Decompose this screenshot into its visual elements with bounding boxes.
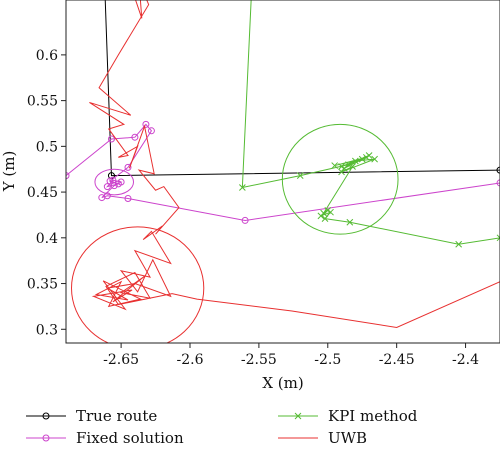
data-point [241, 216, 249, 224]
y-axis-ticks: 0.3 0.35 0.4 0.45 0.5 0.55 0.6 [27, 48, 66, 338]
data-point [103, 192, 111, 200]
x-tick-label: -2.55 [241, 352, 277, 368]
legend-item: UWB [278, 429, 367, 447]
data-point [496, 179, 500, 187]
legend-marker [42, 434, 50, 442]
x-axis-label: X (m) [262, 374, 303, 392]
data-point [239, 184, 246, 191]
data-point [296, 172, 304, 179]
data-point [496, 234, 500, 242]
series-0 [104, 0, 500, 180]
data-point [327, 208, 334, 216]
data-point [124, 194, 132, 202]
data-point [321, 215, 329, 222]
y-tick-label: 0.3 [36, 322, 58, 338]
data-point [117, 178, 125, 186]
data-point [124, 163, 132, 171]
y-tick-label: 0.5 [36, 139, 58, 155]
legend-label: KPI method [328, 407, 418, 425]
x-axis-ticks: -2.65 -2.6 -2.55 -2.5 -2.45 -2.4 [103, 343, 479, 368]
legend: True route Fixed solution KPI method UWB [26, 407, 418, 447]
x-tick-label: -2.65 [103, 352, 139, 368]
y-tick-label: 0.35 [27, 277, 58, 293]
plot-frame [65, 0, 500, 344]
y-tick-label: 0.55 [27, 94, 58, 110]
data-point [358, 155, 366, 163]
series-line [104, 0, 500, 177]
legend-marker [42, 412, 50, 420]
series-line [241, 0, 500, 245]
data-point [349, 163, 356, 170]
series-2 [239, 0, 500, 248]
series-1 [66, 120, 500, 224]
series-3 [89, 0, 500, 328]
data-point [371, 155, 378, 163]
legend-item: Fixed solution [26, 429, 184, 447]
data-point [142, 120, 150, 128]
data-point [103, 183, 111, 191]
legend-label: Fixed solution [76, 429, 184, 447]
data-point [338, 168, 345, 176]
legend-item: True route [26, 407, 157, 425]
data-point [107, 135, 115, 143]
x-tick-label: -2.45 [379, 352, 415, 368]
data-point [147, 127, 155, 135]
data-point [110, 182, 118, 190]
cluster-circle [94, 168, 135, 196]
cluster-circle [71, 226, 205, 343]
annotations [71, 123, 399, 343]
legend-item: KPI method [278, 407, 418, 425]
data-point [346, 218, 354, 226]
data-point [351, 157, 359, 165]
series-line [66, 123, 500, 221]
data-point [363, 153, 370, 161]
y-tick-label: 0.6 [36, 48, 58, 64]
x-tick-label: -2.5 [314, 352, 341, 368]
data-point [131, 133, 139, 141]
data-point [331, 162, 339, 169]
y-axis-label: Y (m) [0, 151, 18, 193]
x-tick-label: -2.4 [452, 352, 479, 368]
x-tick-label: -2.6 [177, 352, 204, 368]
legend-label: True route [76, 407, 157, 425]
legend-label: UWB [328, 429, 367, 447]
data-point [317, 212, 325, 220]
data-point [455, 240, 463, 248]
plot-series [66, 0, 500, 328]
y-tick-label: 0.4 [36, 231, 58, 247]
y-tick-label: 0.45 [27, 185, 58, 201]
series-line [89, 0, 500, 328]
legend-marker [294, 412, 302, 420]
data-point [340, 164, 348, 172]
data-point [496, 166, 500, 174]
cluster-circle [281, 123, 399, 235]
data-point [66, 172, 70, 180]
